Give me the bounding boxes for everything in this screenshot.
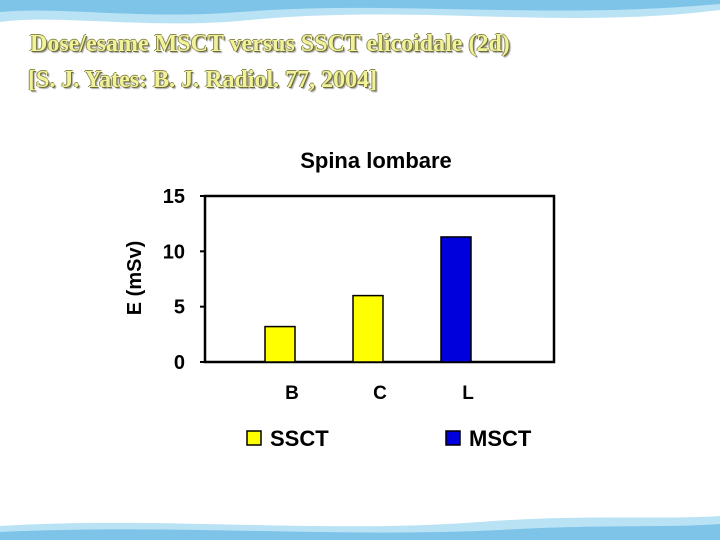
bar-series	[264, 236, 472, 363]
bar-ssct-c	[352, 294, 384, 363]
x-tick-label: C	[373, 383, 387, 404]
y-tick-label: 0	[174, 352, 185, 374]
slide-title: Dose/esame MSCT versus SSCT elicoidale (…	[30, 31, 510, 57]
y-tick-label: 10	[163, 241, 185, 263]
x-tick-label: B	[285, 383, 299, 404]
bar-ssct-b	[264, 325, 296, 363]
bottom-wave-decoration	[0, 516, 720, 540]
y-axis-ticks: 0 5 10 15	[163, 186, 205, 374]
x-tick-label: L	[462, 383, 474, 404]
legend-label-ssct: SSCT	[270, 426, 329, 451]
legend-label-msct: MSCT	[469, 426, 532, 451]
y-axis-label: E (mSv)	[124, 241, 146, 315]
slide-subtitle: [S. J. Yates: B. J. Radiol. 77, 2004]	[28, 67, 378, 93]
legend: SSCT MSCT	[246, 426, 532, 451]
legend-swatch-msct	[445, 430, 461, 446]
y-tick-label: 5	[174, 297, 185, 319]
chart-title: Spina lombare	[300, 148, 452, 173]
legend-swatch-ssct	[246, 430, 262, 446]
top-wave-decoration	[0, 0, 720, 24]
bar-msct-l	[440, 236, 472, 363]
y-tick-label: 15	[163, 186, 185, 208]
